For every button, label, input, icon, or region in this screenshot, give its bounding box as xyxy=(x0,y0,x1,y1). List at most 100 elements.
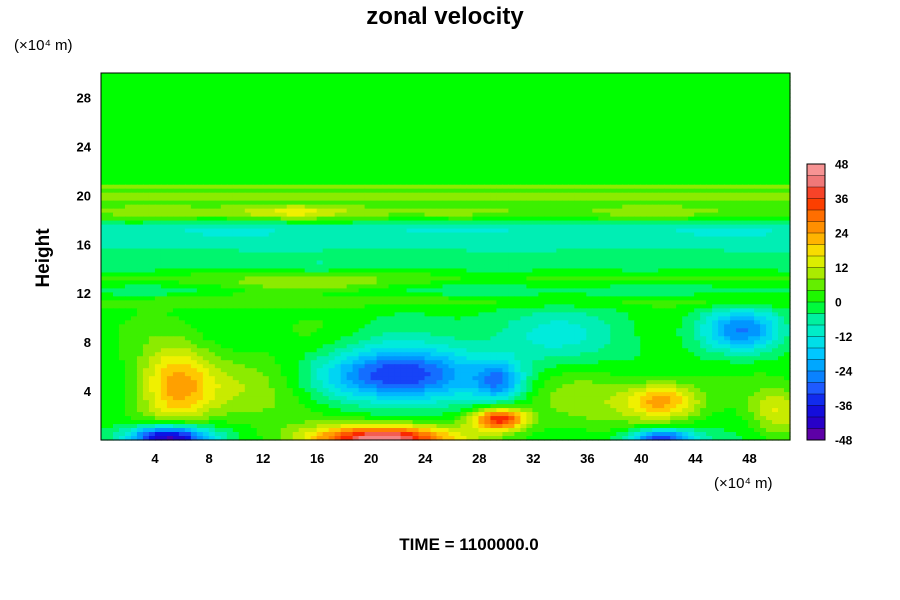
field-cell xyxy=(460,116,468,122)
field-cell xyxy=(190,140,198,146)
field-cell xyxy=(652,128,659,134)
field-cell xyxy=(514,216,521,222)
field-cell xyxy=(460,228,468,234)
field-cell xyxy=(358,176,366,182)
field-cell xyxy=(268,212,276,218)
field-cell xyxy=(400,224,408,230)
field-cell xyxy=(124,132,132,138)
field-cell xyxy=(322,80,330,86)
field-cell xyxy=(700,148,707,154)
field-cell xyxy=(490,104,498,110)
field-cell xyxy=(310,148,318,154)
field-cell xyxy=(376,124,384,130)
field-cell xyxy=(298,116,306,122)
field-cell xyxy=(784,132,791,138)
field-cell xyxy=(508,184,515,190)
field-cell xyxy=(112,136,120,142)
field-cell xyxy=(214,240,222,246)
field-cell xyxy=(106,212,114,218)
field-cell xyxy=(190,216,198,222)
field-cell xyxy=(652,144,659,150)
field-cell xyxy=(508,196,515,202)
field-cell xyxy=(730,80,737,86)
field-cell xyxy=(478,92,486,98)
field-cell xyxy=(640,108,647,114)
field-cell xyxy=(604,188,611,194)
field-cell xyxy=(136,100,144,106)
field-cell xyxy=(412,88,420,94)
field-cell xyxy=(514,180,521,186)
field-cell xyxy=(202,73,210,78)
field-cell xyxy=(688,116,695,122)
field-cell xyxy=(532,152,539,158)
field-cell xyxy=(274,184,282,190)
field-cell xyxy=(406,116,414,122)
field-cell xyxy=(766,152,773,158)
field-cell xyxy=(322,180,330,186)
field-cell xyxy=(298,144,306,150)
field-cell xyxy=(430,212,438,218)
field-cell xyxy=(418,156,426,162)
field-cell xyxy=(256,148,264,154)
field-cell xyxy=(202,76,210,82)
field-cell xyxy=(202,160,210,166)
field-cell xyxy=(376,96,384,102)
field-cell xyxy=(616,208,623,214)
field-cell xyxy=(268,136,276,142)
field-cell xyxy=(472,156,480,162)
field-cell xyxy=(754,108,761,114)
field-cell xyxy=(508,112,515,118)
field-cell xyxy=(718,164,725,170)
field-cell xyxy=(736,100,743,106)
field-cell xyxy=(172,232,180,238)
field-cell xyxy=(292,88,300,94)
field-cell xyxy=(532,88,539,94)
chart-title: zonal velocity xyxy=(366,3,524,30)
field-cell xyxy=(490,80,498,86)
field-cell xyxy=(688,160,695,166)
field-cell xyxy=(700,160,707,166)
field-cell xyxy=(346,188,354,194)
field-cell xyxy=(172,180,180,186)
field-cell xyxy=(262,188,270,194)
field-cell xyxy=(346,184,354,190)
field-cell xyxy=(322,184,330,190)
field-cell xyxy=(274,160,282,166)
field-cell xyxy=(628,232,635,238)
field-cell xyxy=(256,92,264,98)
field-cell xyxy=(292,212,300,218)
field-cell xyxy=(604,240,611,246)
field-cell xyxy=(148,204,156,210)
field-cell xyxy=(598,240,605,246)
field-cell xyxy=(574,228,581,234)
field-cell xyxy=(178,228,186,234)
field-cell xyxy=(538,144,545,150)
field-cell xyxy=(628,104,635,110)
field-cell xyxy=(250,188,258,194)
field-cell xyxy=(328,164,336,170)
field-cell xyxy=(748,192,755,198)
field-cell xyxy=(676,132,683,138)
field-cell xyxy=(328,204,336,210)
field-cell xyxy=(244,168,252,174)
field-cell xyxy=(604,164,611,170)
field-cell xyxy=(712,112,719,118)
field-cell xyxy=(340,164,348,170)
field-cell xyxy=(514,148,521,154)
field-cell xyxy=(322,236,330,242)
field-cell xyxy=(496,188,504,194)
field-cell xyxy=(658,112,665,118)
field-cell xyxy=(184,244,192,250)
field-cell xyxy=(202,176,210,182)
field-cell xyxy=(580,76,587,82)
field-cell xyxy=(262,232,270,238)
field-cell xyxy=(208,80,216,86)
field-cell xyxy=(634,132,641,138)
field-cell xyxy=(496,104,504,110)
field-cell xyxy=(316,80,324,86)
field-cell xyxy=(454,156,462,162)
field-cell xyxy=(454,160,462,166)
field-cell xyxy=(232,152,240,158)
field-cell xyxy=(736,112,743,118)
field-cell xyxy=(748,112,755,118)
